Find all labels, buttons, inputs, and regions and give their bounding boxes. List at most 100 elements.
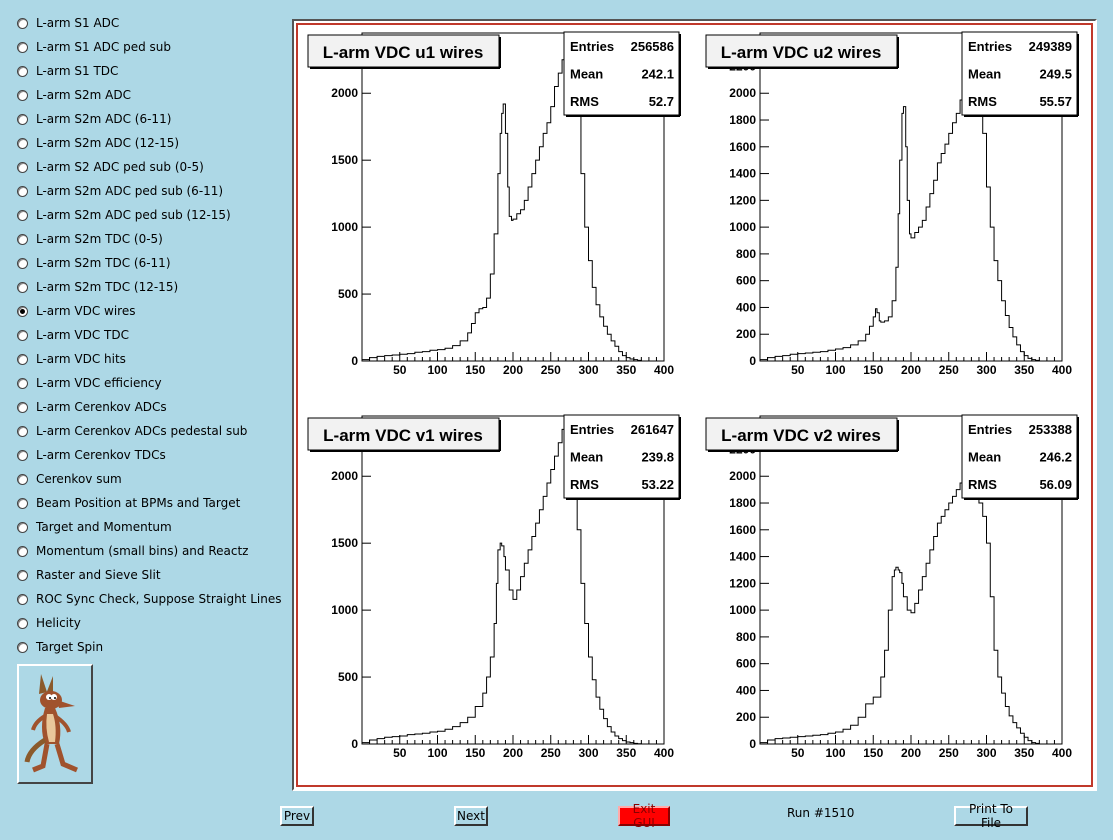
radio-button-icon[interactable]	[17, 521, 28, 533]
y-tick-label: 1000	[729, 220, 756, 234]
stats-key: RMS	[570, 477, 599, 492]
stats-value: 253388	[1029, 422, 1072, 437]
radio-option[interactable]: L-arm S1 ADC	[17, 14, 119, 32]
coyote-logo[interactable]	[17, 664, 93, 784]
histogram-title-text: L-arm VDC u1 wires	[323, 43, 484, 62]
radio-button-icon[interactable]	[17, 545, 28, 557]
radio-option[interactable]: L-arm S2m ADC (12-15)	[17, 134, 179, 152]
radio-button-icon[interactable]	[17, 569, 28, 581]
x-tick-label: 50	[393, 363, 407, 377]
histogram-title-text: L-arm VDC v1 wires	[323, 426, 483, 445]
radio-button-icon[interactable]	[17, 329, 28, 341]
radio-button-icon[interactable]	[17, 17, 28, 29]
radio-option[interactable]: L-arm Cerenkov ADCs	[17, 398, 167, 416]
radio-option-label: L-arm S1 TDC	[36, 64, 119, 78]
radio-option[interactable]: Target Spin	[17, 638, 103, 656]
radio-button-icon[interactable]	[17, 617, 28, 629]
y-tick-label: 0	[749, 737, 756, 751]
radio-option[interactable]: L-arm Cerenkov TDCs	[17, 446, 166, 464]
radio-option-label: L-arm VDC hits	[36, 352, 126, 366]
radio-button-icon[interactable]	[17, 377, 28, 389]
radio-button-icon[interactable]	[17, 641, 28, 653]
radio-option[interactable]: L-arm VDC efficiency	[17, 374, 162, 392]
y-tick-label: 500	[338, 287, 358, 301]
x-tick-label: 100	[825, 363, 845, 377]
radio-button-icon[interactable]	[17, 113, 28, 125]
next-button[interactable]: Next	[454, 806, 488, 826]
radio-button-icon[interactable]	[17, 137, 28, 149]
radio-option[interactable]: L-arm S1 ADC ped sub	[17, 38, 171, 56]
x-tick-label: 150	[465, 746, 485, 760]
radio-button-icon[interactable]	[17, 353, 28, 365]
exit-gui-button[interactable]: Exit GUI	[618, 802, 670, 830]
radio-option[interactable]: L-arm Cerenkov ADCs pedestal sub	[17, 422, 247, 440]
radio-option[interactable]: Target and Momentum	[17, 518, 172, 536]
radio-option-label: L-arm S2m ADC ped sub (6-11)	[36, 184, 224, 198]
y-tick-label: 1000	[331, 220, 358, 234]
radio-button-icon[interactable]	[17, 257, 28, 269]
radio-button-icon[interactable]	[17, 65, 28, 77]
radio-button-icon[interactable]	[17, 89, 28, 101]
histogram-panel[interactable]: 50 100 150 200 250 300 350 400 0 200 400 600 800 1000…	[705, 414, 1079, 760]
radio-option[interactable]: L-arm VDC hits	[17, 350, 126, 368]
x-tick-label: 100	[825, 746, 845, 760]
stats-value: 239.8	[641, 450, 674, 465]
radio-option[interactable]: L-arm S2m TDC (0-5)	[17, 230, 163, 248]
radio-option[interactable]: L-arm S2m ADC	[17, 86, 131, 104]
radio-option[interactable]: L-arm S2m TDC (6-11)	[17, 254, 171, 272]
radio-option[interactable]: L-arm S2m ADC (6-11)	[17, 110, 171, 128]
histogram-line	[759, 475, 1040, 744]
stats-key: Mean	[570, 450, 603, 465]
radio-option[interactable]: Momentum (small bins) and Reactz	[17, 542, 248, 560]
print-to-file-button[interactable]: Print To File	[954, 802, 1028, 830]
stats-value: 56.09	[1039, 477, 1072, 492]
radio-option-label: L-arm S2m ADC	[36, 88, 131, 102]
stats-box: Entries 253388 Mean 246.2 RMS 56.09	[961, 414, 1079, 500]
x-tick-label: 400	[654, 363, 674, 377]
histogram-panel[interactable]: 50 100 150 200 250 300 350 400 0 200 400 600 800 1000…	[705, 31, 1079, 377]
y-tick-label: 1400	[729, 167, 756, 181]
radio-button-icon[interactable]	[17, 41, 28, 53]
histogram-line	[361, 419, 642, 745]
radio-option[interactable]: L-arm VDC wires	[17, 302, 135, 320]
radio-button-icon[interactable]	[17, 209, 28, 221]
histogram-panel[interactable]: 50 100 150 200 250 300 350 400 0 500 1000 1500 2000 L…	[307, 414, 681, 760]
radio-button-icon[interactable]	[17, 401, 28, 413]
radio-button-icon[interactable]	[17, 233, 28, 245]
y-tick-label: 500	[338, 670, 358, 684]
radio-option[interactable]: Helicity	[17, 614, 81, 632]
y-tick-label: 600	[736, 274, 756, 288]
radio-option[interactable]: L-arm S2m ADC ped sub (12-15)	[17, 206, 231, 224]
radio-button-icon[interactable]	[17, 425, 28, 437]
radio-button-icon[interactable]	[17, 161, 28, 173]
plot-canvas[interactable]: 50 100 150 200 250 300 350 400 0 500 1000 1500 2000 L…	[296, 23, 1093, 787]
radio-option[interactable]: Raster and Sieve Slit	[17, 566, 161, 584]
radio-option[interactable]: L-arm S2m ADC ped sub (6-11)	[17, 182, 223, 200]
histogram-line	[361, 36, 642, 361]
radio-button-icon[interactable]	[17, 305, 28, 317]
stats-key: Entries	[968, 422, 1012, 437]
radio-button-icon[interactable]	[17, 593, 28, 605]
radio-option[interactable]: L-arm S2m TDC (12-15)	[17, 278, 178, 296]
radio-option[interactable]: ROC Sync Check, Suppose Straight Lines	[17, 590, 281, 608]
x-tick-label: 200	[901, 363, 921, 377]
radio-button-icon[interactable]	[17, 473, 28, 485]
x-tick-label: 350	[616, 746, 636, 760]
y-tick-label: 1200	[729, 576, 756, 590]
y-tick-label: 2000	[331, 86, 358, 100]
stats-value: 55.57	[1039, 94, 1072, 109]
radio-option[interactable]: Beam Position at BPMs and Target	[17, 494, 240, 512]
y-tick-label: 1800	[729, 113, 756, 127]
radio-option[interactable]: L-arm VDC TDC	[17, 326, 129, 344]
radio-option[interactable]: Cerenkov sum	[17, 470, 122, 488]
radio-option[interactable]: L-arm S2 ADC ped sub (0-5)	[17, 158, 204, 176]
histogram-panel[interactable]: 50 100 150 200 250 300 350 400 0 500 1000 1500 2000 L…	[307, 31, 681, 377]
radio-option[interactable]: L-arm S1 TDC	[17, 62, 118, 80]
radio-option-label: Momentum (small bins) and Reactz	[36, 544, 249, 558]
radio-button-icon[interactable]	[17, 497, 28, 509]
prev-button[interactable]: Prev	[280, 806, 314, 826]
radio-button-icon[interactable]	[17, 449, 28, 461]
radio-button-icon[interactable]	[17, 185, 28, 197]
canvas-frame: 50 100 150 200 250 300 350 400 0 500 1000 1500 2000 L…	[292, 19, 1097, 791]
radio-button-icon[interactable]	[17, 281, 28, 293]
